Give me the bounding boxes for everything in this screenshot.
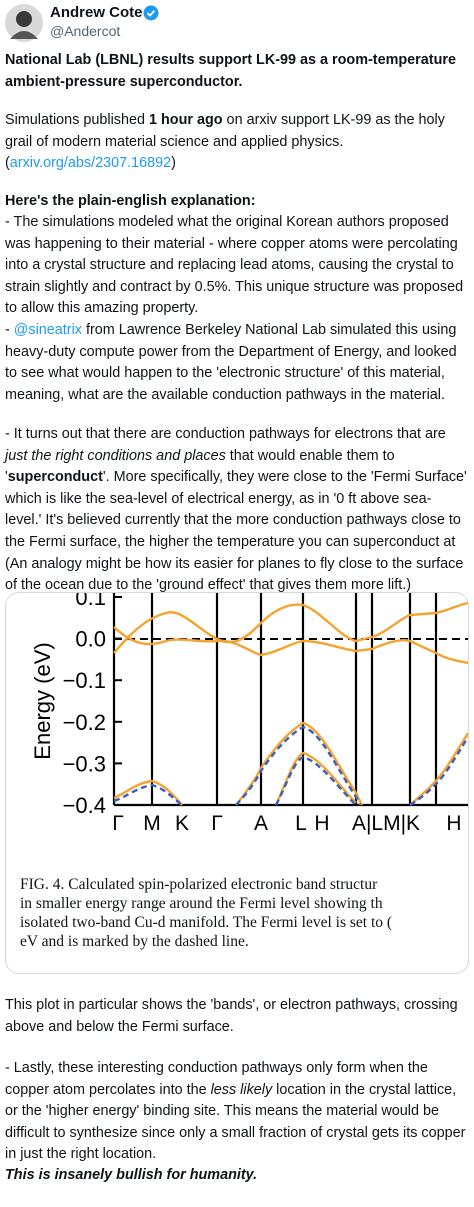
author-handle[interactable]: @Andercot xyxy=(50,23,121,39)
paragraph: This plot in particular shows the 'bands… xyxy=(5,997,458,1035)
italic-text: less likely xyxy=(210,1081,273,1098)
y-tick-label: 0.0 xyxy=(75,627,106,652)
caption-line: in smaller energy range around the Fermi… xyxy=(20,895,383,912)
y-tick-label: −0.3 xyxy=(63,751,106,776)
point: - Lastly, these interesting conduction p… xyxy=(5,1058,467,1166)
x-tick-label: L xyxy=(295,812,307,835)
y-tick-label: −0.4 xyxy=(63,793,106,818)
x-tick-label: Γ xyxy=(112,812,124,835)
caption-line: eV and is marked by the dashed line. xyxy=(20,933,249,950)
y-tick-label: −0.2 xyxy=(63,710,106,735)
figure-image[interactable]: 0.1 0.0 −0.1 −0.2 −0.3 −0.4 Energy (eV) Γ M K Γ A L H… xyxy=(5,592,469,974)
x-tick-label: K xyxy=(175,812,189,835)
caption-line: isolated two-band Cu-d manifold. The Fer… xyxy=(20,914,393,931)
tweet-title: National Lab (LBNL) results support LK-9… xyxy=(5,52,456,90)
text: - Lastly, these interesting conduction p… xyxy=(5,1060,428,1098)
avatar[interactable] xyxy=(4,3,48,47)
x-tick-label: A|LM|K xyxy=(352,812,420,835)
text: from Lawrence Berkeley National Lab simu… xyxy=(5,322,457,403)
x-tick-label: H xyxy=(314,812,329,835)
text: that would enable them to ' xyxy=(5,447,395,486)
bold-text: 1 hour ago xyxy=(149,112,223,128)
text: Simulations published xyxy=(5,112,149,128)
author-name[interactable]: Andrew Cote xyxy=(50,4,143,21)
x-tick-label: Γ xyxy=(211,812,223,835)
text: '. More specifically, they were close to… xyxy=(5,469,467,594)
text: - xyxy=(5,322,14,338)
text: ) xyxy=(171,155,176,172)
closing: This is insanely bullish for humanity. xyxy=(5,1167,258,1183)
point: - @sineatrix from Lawrence Berkeley Nati… xyxy=(5,320,467,406)
point: - The simulations modeled what the origi… xyxy=(5,214,464,317)
point: - It turns out that there are conduction… xyxy=(5,424,467,597)
figure-caption: FIG. 4. Calculated spin-polarized electr… xyxy=(20,875,468,951)
x-tick-label: H xyxy=(446,812,461,835)
bold-text: superconduct xyxy=(7,469,103,486)
y-axis-label: Energy (eV) xyxy=(30,642,55,759)
text: ( xyxy=(5,155,10,172)
text: on arxiv support LK-99 as the holy grail… xyxy=(5,112,445,150)
x-tick-label: M xyxy=(143,812,161,835)
mention[interactable]: @sineatrix xyxy=(13,322,82,338)
x-tick-label: A xyxy=(254,812,268,835)
verified-badge xyxy=(143,5,159,21)
y-tick-label: 0.1 xyxy=(75,593,106,610)
italic-text: just the right conditions and places xyxy=(5,447,226,464)
text: location in the crystal lattice, or the … xyxy=(5,1081,466,1163)
heading: Here's the plain-english explanation: xyxy=(5,193,256,209)
intro-paragraph: Simulations published 1 hour ago on arxi… xyxy=(5,110,467,175)
link[interactable]: arxiv.org/abs/2307.16892 xyxy=(9,155,172,172)
y-tick-label: −0.1 xyxy=(63,668,106,693)
caption-line: FIG. 4. Calculated spin-polarized electr… xyxy=(20,876,378,893)
text: - It turns out that there are conduction… xyxy=(5,426,446,442)
